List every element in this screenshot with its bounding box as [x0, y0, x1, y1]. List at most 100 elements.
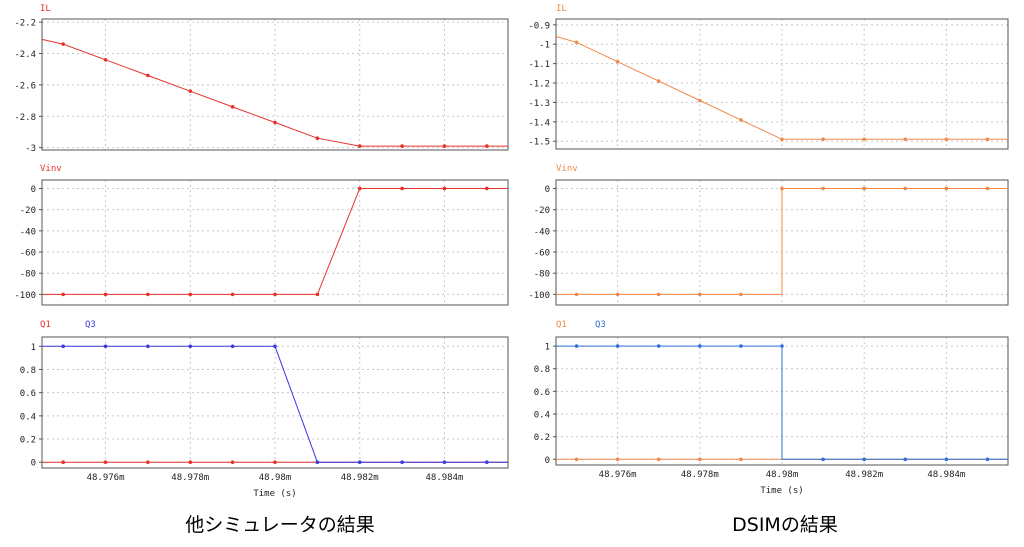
x-tick-label: 48.982m: [341, 473, 379, 483]
data-point-Vinv: [442, 186, 447, 191]
y-tick-label: -1.2: [528, 80, 550, 90]
y-tick-label: -1: [539, 41, 550, 51]
data-point-Vinv: [273, 292, 277, 297]
data-point-Q1: [574, 457, 579, 462]
data-point-IL: [61, 42, 65, 46]
y-tick-label: 0: [545, 185, 550, 195]
y-tick-label: -20: [534, 206, 550, 216]
y-tick-label: -80: [534, 270, 550, 280]
data-point-Vinv: [574, 292, 579, 297]
data-point-Q3: [985, 457, 990, 462]
data-point-IL: [903, 137, 908, 142]
y-tick-label: -2.2: [14, 19, 36, 29]
legend-Q1: Q1: [40, 320, 51, 330]
data-point-Vinv: [862, 186, 866, 191]
plot-frame: [555, 336, 1009, 466]
data-point-Q3: [821, 457, 825, 462]
y-tick-label: -20: [20, 206, 36, 216]
legend-Q3: Q3: [85, 320, 96, 330]
x-tick-label: 48.982m: [845, 470, 883, 480]
data-point-Vinv: [315, 292, 320, 297]
legend-Q1: Q1: [556, 320, 567, 330]
data-point-Q1: [103, 460, 108, 465]
x-axis-label: Time (s): [253, 489, 296, 499]
data-point-IL: [821, 137, 825, 142]
legend-Vinv: Vinv: [556, 164, 578, 174]
x-tick-label: 48.976m: [599, 470, 637, 480]
data-point-Q3: [698, 344, 702, 348]
plot-frame: [555, 18, 1009, 150]
data-point-Vinv: [188, 292, 193, 297]
y-tick-label: -2.8: [14, 113, 36, 123]
y-tick-label: 1: [31, 343, 36, 353]
data-point-Q1: [739, 457, 743, 462]
data-point-IL: [985, 137, 990, 142]
data-point-IL: [574, 40, 579, 45]
plot-frame: [41, 336, 509, 469]
data-point-Q3: [615, 344, 620, 348]
y-tick-label: 0: [31, 185, 36, 195]
data-point-Q1: [230, 460, 235, 465]
y-tick-label: -60: [534, 249, 550, 259]
data-point-Q1: [188, 460, 193, 465]
data-point-Q3: [903, 457, 908, 462]
data-point-IL: [656, 79, 661, 83]
y-tick-label: 0.8: [20, 366, 36, 376]
data-point-IL: [188, 89, 193, 93]
y-tick-label: -80: [20, 270, 36, 280]
y-tick-label: 0.4: [20, 412, 36, 422]
data-point-IL: [273, 120, 277, 125]
y-tick-label: 0: [545, 456, 550, 466]
data-point-Vinv: [780, 186, 784, 191]
data-point-Q3: [656, 344, 661, 348]
x-tick-label: 48.978m: [681, 470, 719, 480]
y-tick-label: 0.4: [534, 411, 550, 421]
plot-frame: [555, 179, 1009, 306]
data-point-Q3: [739, 344, 743, 348]
data-point-IL: [944, 137, 949, 142]
data-point-Q1: [61, 460, 65, 465]
x-tick-label: 48.98m: [259, 473, 292, 483]
chart-right-IL: -0.9 -1 -1.1 -1.2 -1.3 -1.4 -1.5 IL: [528, 4, 1009, 150]
y-tick-label: 1: [545, 343, 550, 353]
y-tick-label: 0.6: [20, 389, 36, 399]
x-tick-label: 48.978m: [171, 473, 209, 483]
legend-Q3: Q3: [595, 320, 606, 330]
series-line-Vinv: [556, 188, 1008, 295]
caption-dsim: DSIMの結果: [732, 514, 838, 536]
y-tick-label: -1.5: [528, 138, 550, 148]
data-point-Vinv: [103, 292, 108, 297]
x-tick-label: 48.984m: [425, 473, 463, 483]
data-point-Q1: [615, 457, 620, 462]
data-point-IL: [485, 144, 489, 148]
data-point-Vinv: [985, 186, 990, 191]
data-point-Vinv: [903, 186, 908, 191]
data-point-IL: [862, 137, 866, 142]
data-point-Vinv: [739, 292, 743, 297]
data-point-Vinv: [357, 186, 362, 191]
legend-IL: IL: [556, 4, 567, 14]
data-point-IL: [698, 98, 702, 103]
data-point-Q3: [273, 344, 277, 349]
y-tick-label: -100: [14, 291, 36, 301]
data-point-IL: [357, 144, 362, 148]
y-tick-label: -40: [20, 227, 36, 237]
data-point-Q3: [357, 460, 362, 465]
data-point-Q1: [656, 457, 661, 462]
data-point-Vinv: [61, 292, 65, 297]
y-tick-label: 0.8: [534, 365, 550, 375]
plot-frame: [41, 179, 509, 306]
series-line-Q3: [556, 345, 1008, 460]
data-point-Q3: [103, 344, 108, 349]
chart-left-Vinv: 0 -20 -40 -60 -80 -100 Vinv: [14, 164, 509, 306]
data-point-Vinv: [656, 292, 661, 297]
y-tick-label: 0.6: [534, 388, 550, 398]
data-point-Vinv: [146, 292, 150, 297]
y-tick-label: -3: [25, 144, 36, 154]
chart-left-Q: 1 0.8 0.6 0.4 0.2 0 48.976m 48.978m 48.98m 48.982…: [20, 320, 509, 499]
data-point-Q3: [315, 460, 320, 465]
data-point-Q3: [944, 457, 949, 462]
data-point-Q3: [146, 344, 150, 349]
data-point-Q3: [400, 460, 404, 465]
